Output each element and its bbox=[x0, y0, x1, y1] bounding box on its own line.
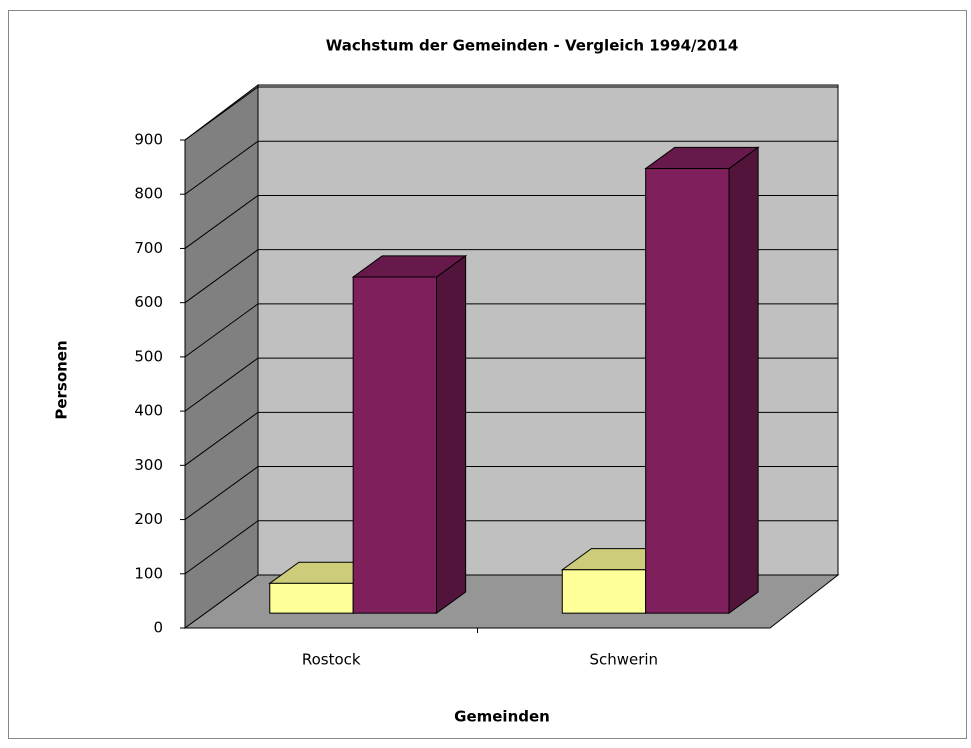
grid-line bbox=[184, 249, 838, 304]
bar-side bbox=[436, 254, 467, 615]
y-tick-label: 400 bbox=[134, 402, 163, 420]
grid-line bbox=[184, 194, 838, 249]
grid-line bbox=[184, 303, 838, 358]
side-wall bbox=[184, 83, 259, 629]
y-tick-label: 100 bbox=[134, 564, 163, 582]
y-tick-label: 0 bbox=[153, 619, 163, 637]
bar-side bbox=[728, 146, 759, 615]
y-tick-label: 800 bbox=[134, 185, 163, 203]
grid-line bbox=[184, 140, 838, 195]
x-tick-label: Schwerin bbox=[589, 651, 658, 669]
y-tick-label: 300 bbox=[134, 456, 163, 474]
bar bbox=[561, 569, 647, 614]
grid-line bbox=[184, 520, 838, 575]
chart-title: Wachstum der Gemeinden - Vergleich 1994/… bbox=[326, 37, 739, 55]
y-tick-label: 700 bbox=[134, 239, 163, 257]
y-tick-label: 900 bbox=[134, 131, 163, 149]
x-tick-label: Rostock bbox=[302, 651, 361, 669]
y-axis-title: Personen bbox=[53, 340, 71, 419]
grid-line bbox=[184, 86, 838, 141]
bar bbox=[269, 582, 354, 614]
grid-line bbox=[184, 411, 838, 466]
bar bbox=[352, 276, 438, 614]
grid-line bbox=[184, 357, 838, 412]
y-tick-label: 500 bbox=[134, 347, 163, 365]
x-axis-title: Gemeinden bbox=[454, 708, 550, 726]
y-tick-label: 200 bbox=[134, 510, 163, 528]
bar bbox=[645, 168, 730, 614]
grid-line bbox=[184, 466, 838, 520]
y-tick-label: 600 bbox=[134, 293, 163, 311]
